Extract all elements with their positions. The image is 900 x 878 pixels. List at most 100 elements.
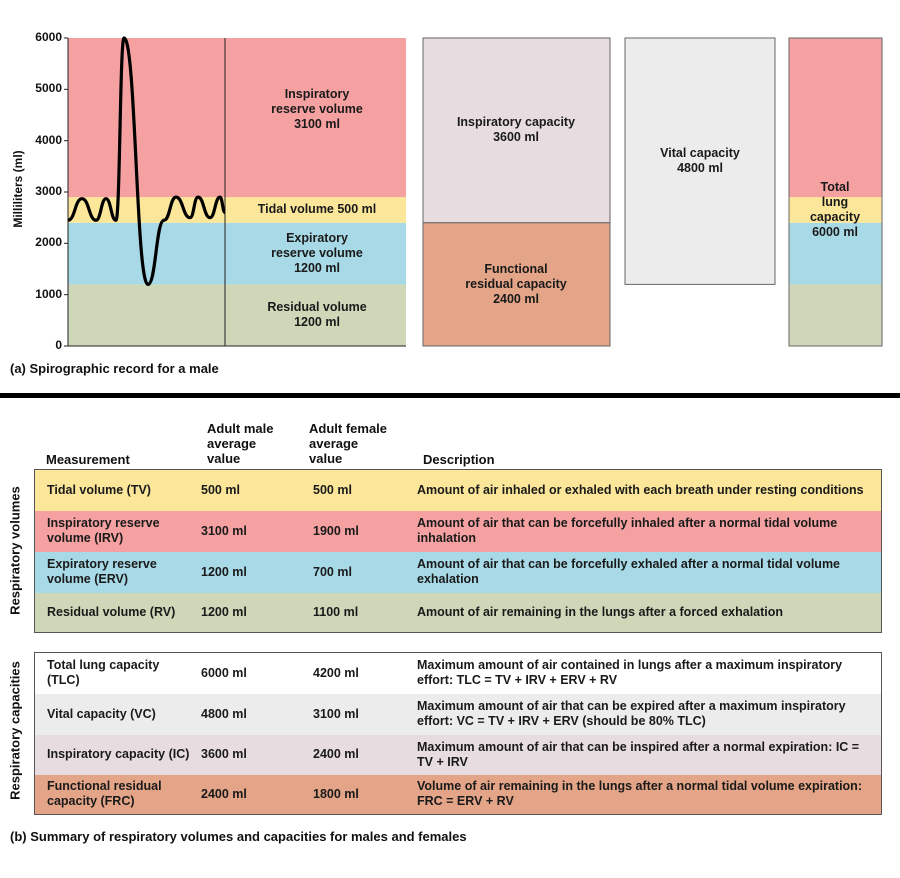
label-vc: Vital capacity 4800 ml: [610, 146, 790, 176]
description-cell: Volume of air remaining in the lungs aft…: [417, 779, 862, 809]
group-label-volumes: Respiratory volumes: [7, 486, 23, 615]
table-row: Functional residual capacity (FRC) 2400 m…: [34, 774, 882, 815]
label-erv-line: reserve volume: [271, 246, 363, 261]
y-tick-label: 5000: [35, 81, 62, 96]
volumes-table: Tidal volume (TV) 500 ml 500 ml Amount of a…: [34, 469, 882, 633]
header-female-line-1: Adult female: [309, 421, 388, 436]
table-row: Total lung capacity (TLC) 6000 ml 4200 ml M…: [34, 652, 882, 694]
label-frc-line: Functional: [484, 261, 548, 276]
y-tick-label: 2000: [35, 235, 62, 250]
header-description: Description: [423, 452, 495, 467]
table-row: Vital capacity (VC) 4800 ml 3100 ml Maximum…: [34, 693, 882, 735]
spirogram-trace: [67, 36, 227, 286]
header-male-line-3: value: [207, 451, 241, 466]
y-axis-label: Milliliters (ml): [11, 150, 25, 228]
band-irv: [68, 38, 406, 198]
label-vc-line: 4800 ml: [677, 161, 723, 176]
header-male-line-2: average: [207, 436, 257, 451]
measurement-cell: Inspiratory capacity (IC): [47, 747, 190, 761]
label-erv-line: Expiratory: [286, 231, 348, 246]
box-frc: [422, 222, 611, 347]
label-irv-line: reserve volume: [271, 102, 363, 117]
label-ic-line: 3600 ml: [493, 130, 539, 145]
label-irv: Inspiratory reserve volume 3100 ml: [227, 87, 407, 132]
male-value-cell: 1200 ml: [201, 564, 247, 579]
tlc-band-rv: [789, 284, 882, 346]
table-row: Inspiratory capacity (IC) 3600 ml 2400 ml M…: [34, 734, 882, 775]
tlc-band-erv: [789, 222, 882, 285]
label-irv-line: 3100 ml: [294, 117, 340, 132]
label-tlc: Total lung capacity 6000 ml: [790, 180, 880, 240]
male-value-cell: 3100 ml: [201, 523, 247, 538]
section-divider: [0, 393, 900, 398]
header-male: Adult male average value: [207, 421, 273, 466]
header-female-line-3: value: [309, 451, 343, 466]
female-value-cell: 1900 ml: [313, 523, 359, 538]
y-tick-label: 4000: [35, 132, 62, 147]
label-frc-line: 2400 ml: [493, 291, 539, 306]
female-value-cell: 1100 ml: [313, 604, 359, 619]
label-tlc-line: capacity: [809, 209, 861, 224]
y-axis-ticks: 0 1000 2000 3000 4000 5000 6000: [0, 0, 62, 390]
measurement-cell: Inspiratory reserve volume (IRV): [47, 516, 160, 545]
male-value-cell: 1200 ml: [201, 604, 247, 619]
male-value-cell: 6000 ml: [201, 665, 247, 680]
female-value-cell: 1800 ml: [313, 786, 359, 801]
measurement-cell: Residual volume (RV): [47, 604, 176, 619]
group-label-capacities: Respiratory capacities: [7, 661, 23, 800]
header-female: Adult female average value: [309, 421, 387, 466]
y-tick-label: 1000: [35, 286, 62, 301]
header-female-line-2: average: [309, 436, 359, 451]
label-frc: Functional residual capacity 2400 ml: [426, 262, 606, 307]
spirogram-svg: [64, 36, 883, 347]
female-value-cell: 4200 ml: [313, 665, 359, 680]
description-cell: Amount of air remaining in the lungs aft…: [417, 604, 784, 619]
table-row: Residual volume (RV) 1200 ml 1100 ml Amount…: [34, 592, 882, 633]
label-erv: Expiratory reserve volume 1200 ml: [227, 231, 407, 276]
female-value-cell: 700 ml: [313, 564, 352, 579]
caption-b: (b) Summary of respiratory volumes and c…: [10, 829, 467, 844]
male-value-cell: 2400 ml: [201, 786, 247, 801]
description-cell: Maximum amount of air that can be inspir…: [417, 739, 860, 769]
female-value-cell: 3100 ml: [313, 706, 359, 721]
description-cell: Maximum amount of air that can be expire…: [417, 699, 846, 728]
description-cell: Amount of air that can be forcefully inh…: [417, 516, 838, 545]
tlc-band-irv: [789, 38, 882, 198]
header-male-line-1: Adult male: [207, 421, 274, 436]
label-rv-line: 1200 ml: [294, 315, 340, 330]
band-tv: [68, 197, 406, 223]
band-rv: [68, 284, 406, 346]
y-tick-label: 6000: [35, 30, 62, 44]
table-row: Tidal volume (TV) 500 ml 500 ml Amount of a…: [34, 469, 882, 511]
measurement-cell: Expiratory reserve volume (ERV): [47, 557, 157, 586]
label-vc-line: Vital capacity: [660, 146, 740, 161]
box-tlc: [788, 37, 883, 347]
female-value-cell: 2400 ml: [313, 747, 359, 761]
description-cell: Amount of air that can be forcefully exh…: [417, 557, 841, 586]
male-value-cell: 4800 ml: [201, 706, 247, 721]
label-tlc-line: lung: [821, 194, 849, 209]
table-row: Expiratory reserve volume (ERV) 1200 ml 70…: [34, 551, 882, 593]
measurement-cell: Functional residual capacity (FRC): [47, 779, 162, 809]
caption-a: (a) Spirographic record for a male: [10, 361, 219, 376]
band-erv: [68, 222, 406, 285]
measurement-cell: Total lung capacity (TLC): [47, 658, 160, 688]
label-ic: Inspiratory capacity 3600 ml: [426, 115, 606, 145]
label-tlc-line: Total: [820, 179, 850, 194]
header-measurement: Measurement: [46, 452, 130, 467]
label-frc-line: residual capacity: [465, 276, 567, 291]
measurement-cell: Tidal volume (TV): [47, 482, 151, 497]
description-cell: Maximum amount of air contained in lungs…: [417, 658, 843, 688]
label-tv-line: Tidal volume 500 ml: [257, 202, 377, 217]
label-tlc-line: 6000 ml: [812, 224, 858, 239]
y-tick-label: 3000: [35, 184, 62, 198]
y-tick-label: 0: [55, 338, 62, 352]
tlc-band-tv: [789, 197, 882, 223]
label-irv-line: Inspiratory: [284, 87, 350, 102]
female-value-cell: 500 ml: [313, 482, 352, 497]
description-cell: Amount of air inhaled or exhaled with ea…: [417, 482, 864, 497]
label-rv: Residual volume 1200 ml: [227, 300, 407, 330]
male-value-cell: 3600 ml: [201, 747, 247, 761]
label-erv-line: 1200 ml: [294, 261, 340, 276]
label-tv: Tidal volume 500 ml: [227, 202, 407, 217]
